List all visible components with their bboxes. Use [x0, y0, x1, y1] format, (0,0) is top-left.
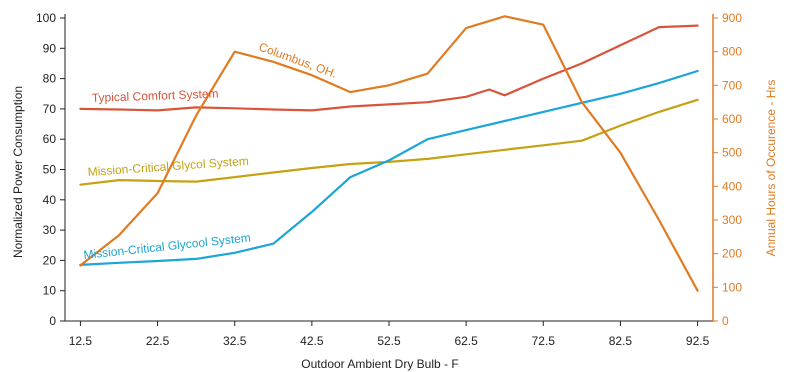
- series-line-columbus-oh: [79, 15, 699, 292]
- y-tick-right-label: 900: [722, 11, 742, 25]
- y-tick-left-label: 60: [43, 132, 57, 146]
- series-label-glycool: Mission-Critical Glycool System: [83, 230, 252, 261]
- y-tick-left-label: 30: [43, 223, 57, 237]
- y-tick-left-label: 20: [43, 253, 57, 267]
- series-line-mission-critical-glycool-system: [79, 69, 699, 266]
- x-tick-label: 62.5: [454, 334, 478, 348]
- series-layer: [79, 15, 699, 292]
- series-line-mission-critical-glycol-system: [79, 98, 699, 186]
- y-axis-left-title: Normalized Power Consumption: [11, 86, 25, 258]
- y-tick-right-label: 500: [722, 146, 742, 160]
- y-tick-right-label: 100: [722, 280, 742, 294]
- x-tick-label: 92.5: [686, 334, 710, 348]
- x-tick-label: 32.5: [223, 334, 247, 348]
- y-tick-right-label: 700: [722, 78, 742, 92]
- series-label-glycol: Mission-Critical Glycol System: [87, 154, 249, 179]
- y-tick-right-label: 800: [722, 45, 742, 59]
- x-tick-label: 12.5: [69, 334, 93, 348]
- series-line-typical-comfort-system: [79, 24, 699, 112]
- y-tick-right-label: 400: [722, 179, 742, 193]
- x-tick-label: 82.5: [609, 334, 633, 348]
- y-tick-right-label: 0: [722, 314, 729, 328]
- y-axis-right-title: Annual Hours of Occurence - Hrs: [764, 80, 778, 257]
- series-labels: Typical Comfort System Mission-Critical …: [83, 40, 339, 262]
- x-tick-label: 52.5: [377, 334, 401, 348]
- series-label-typical-comfort: Typical Comfort System: [92, 87, 219, 105]
- y-tick-left-label: 0: [49, 314, 56, 328]
- y-tick-left-label: 80: [43, 72, 57, 86]
- y-tick-left-label: 50: [43, 163, 57, 177]
- y-tick-right-label: 200: [722, 247, 742, 261]
- x-tick-label: 42.5: [300, 334, 324, 348]
- y-tick-left-label: 90: [43, 41, 57, 55]
- y-tick-right-label: 600: [722, 112, 742, 126]
- y-tick-left-label: 70: [43, 102, 57, 116]
- axes: 0 10 20 30 40 50 60 70 80 90 100 0 100 200 300 400 500 60…: [36, 11, 742, 348]
- y-tick-left-label: 40: [43, 193, 57, 207]
- x-tick-label: 22.5: [146, 334, 170, 348]
- x-axis-title: Outdoor Ambient Dry Bulb - F: [301, 357, 458, 371]
- x-tick-label: 72.5: [532, 334, 556, 348]
- y-tick-right-label: 300: [722, 213, 742, 227]
- y-tick-left-label: 10: [43, 284, 57, 298]
- y-tick-left-label: 100: [36, 11, 56, 25]
